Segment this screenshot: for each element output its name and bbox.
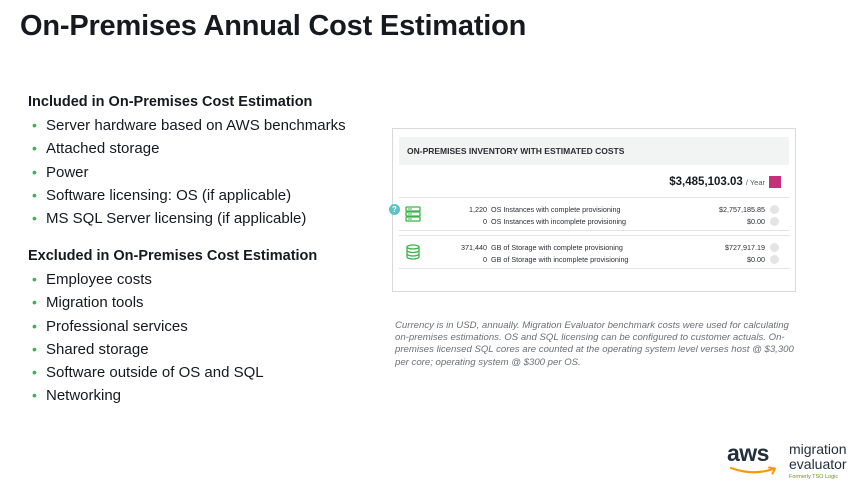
list-item: • Attached storage [32,137,346,160]
panel-heading: ON-PREMISES INVENTORY WITH ESTIMATED COS… [399,137,789,165]
help-icon[interactable]: ? [389,204,400,215]
logo-formerly: Formerly TSO Logic [789,474,839,480]
list-item: • Networking [32,384,317,407]
excluded-section: Excluded in On-Premises Cost Estimation … [28,248,317,408]
server-cost: $0.00 [747,217,765,226]
bullet-dot-icon: • [32,140,37,157]
list-item-text: MS SQL Server licensing (if applicable) [46,210,307,228]
list-item: • Software outside of OS and SQL [32,361,317,384]
list-item: • Migration tools [32,291,317,314]
list-item: • Professional services [32,315,317,338]
list-item-text: Software licensing: OS (if applicable) [46,186,292,204]
aws-smile-icon [729,466,776,475]
table-row: 0 OS Instances with incomplete provision… [427,216,785,228]
database-icon [406,244,420,260]
server-count: 0 [483,217,487,226]
status-circle-icon[interactable] [770,217,779,226]
storage-desc: GB of Storage with complete provisioning [491,243,623,252]
bullet-dot-icon: • [32,117,37,133]
footnote: Currency is in USD, annually. Migration … [395,320,794,368]
storage-desc: GB of Storage with incomplete provisioni… [491,255,629,264]
list-item-text: Migration tools [46,294,144,312]
slide-title: On-Premises Annual Cost Estimation [20,10,527,42]
list-item: • Shared storage [32,338,317,361]
list-item-text: Power [46,163,89,181]
bullet-dot-icon: • [32,271,37,287]
logo-brand: aws [727,440,769,466]
total-cost-value: $3,485,103.03 [669,176,743,188]
list-item-text: Attached storage [46,140,160,158]
storage-group: 371,440 GB of Storage with complete prov… [399,235,789,269]
bullet-dot-icon: • [32,186,37,203]
bullet-dot-icon: • [32,294,37,311]
list-item-text: Networking [46,387,122,405]
inventory-panel: ON-PREMISES INVENTORY WITH ESTIMATED COS… [392,128,796,292]
list-item-text: Employee costs [46,271,152,288]
server-cost: $2,757,185.85 [719,205,765,214]
status-circle-icon[interactable] [770,243,779,252]
logo-product-name: migration evaluator [789,442,847,471]
table-row: 371,440 GB of Storage with complete prov… [427,242,785,254]
bullet-dot-icon: • [32,387,37,404]
bullet-dot-icon: • [32,210,37,227]
list-item-text: Shared storage [46,340,149,358]
list-item: • Server hardware based on AWS benchmarks [32,114,346,137]
bullet-dot-icon: • [32,317,37,334]
list-item-text: Software outside of OS and SQL [46,364,264,382]
list-item: • Software licensing: OS (if applicable) [32,184,346,207]
storage-amount: 371,440 [461,243,487,252]
bullet-dot-icon: • [32,163,37,180]
server-count: 1,220 [469,205,487,214]
included-list: • Server hardware based on AWS benchmarks… [28,114,346,230]
table-row: 1,220 OS Instances with complete provisi… [427,204,785,216]
storage-amount: 0 [483,255,487,264]
total-cost: $3,485,103.03 / Year [669,176,781,188]
included-heading: Included in On-Premises Cost Estimation [28,94,313,110]
excluded-list: • Employee costs • Migration tools • Profes… [28,268,317,408]
table-row: 0 GB of Storage with incomplete provisio… [427,254,785,266]
storage-cost: $727,917.19 [725,243,765,252]
list-item: • MS SQL Server licensing (if applicable) [32,207,346,230]
included-section: Included in On-Premises Cost Estimation … [28,94,346,230]
excluded-heading: Excluded in On-Premises Cost Estimation [28,248,318,264]
list-item: • Employee costs [32,268,317,291]
logo-line-1: migration [789,441,847,457]
total-cost-period: / Year [745,177,765,187]
server-desc: OS Instances with incomplete provisionin… [491,217,627,226]
bullet-dot-icon: • [32,364,37,381]
list-item-text: Server hardware based on AWS benchmarks [46,117,346,134]
server-stack-icon [405,206,421,222]
status-circle-icon[interactable] [770,205,779,214]
bullet-dot-icon: • [32,340,37,357]
logo-line-2: evaluator [789,455,847,472]
total-color-swatch [769,176,781,188]
storage-cost: $0.00 [747,255,765,264]
aws-migration-evaluator-logo: aws migration evaluator Formerly TSO Log… [727,440,855,484]
list-item-text: Professional services [46,317,188,335]
server-desc: OS Instances with complete provisioning [491,205,621,214]
servers-group: 1,220 OS Instances with complete provisi… [399,197,789,231]
status-circle-icon[interactable] [770,255,779,264]
list-item: • Power [32,161,346,184]
